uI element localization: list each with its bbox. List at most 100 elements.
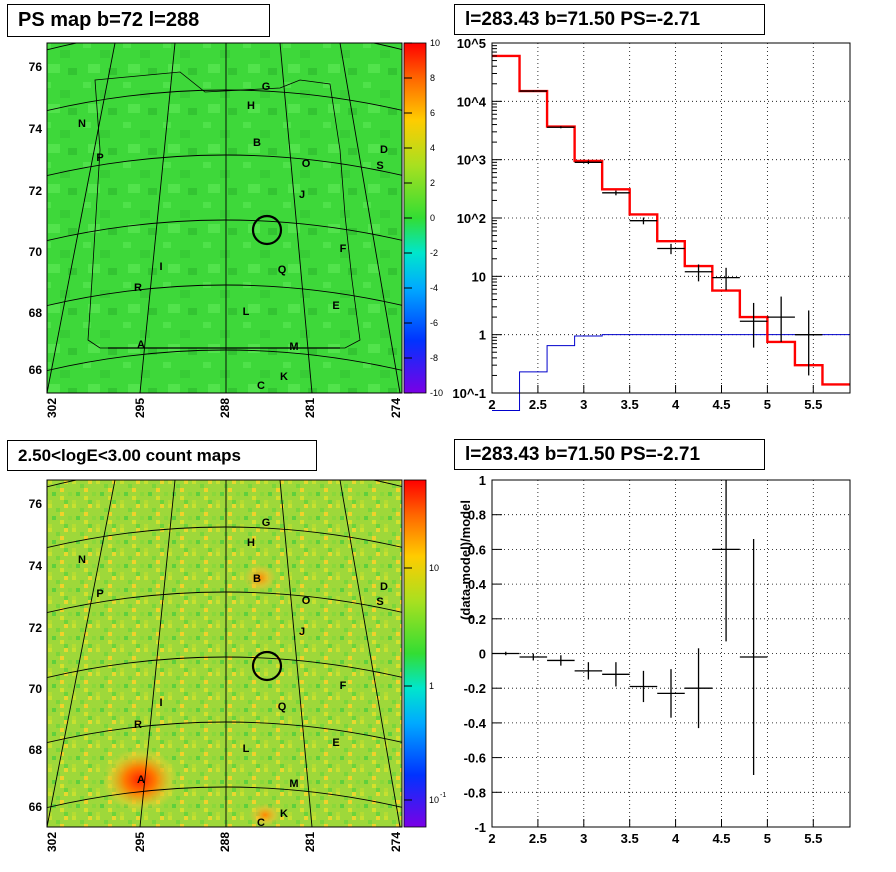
spectrum-x-tick-label: 3 (580, 397, 587, 412)
spectrum-x-tick-label: 4.5 (712, 397, 730, 412)
count-map-graticule (47, 480, 402, 827)
count-map-source-label: F (340, 680, 347, 692)
count-map-source-label: Q (278, 701, 287, 713)
spectrum-x-tick-label: 2 (488, 397, 495, 412)
residual-data-point (602, 662, 630, 687)
residual-x-tick-label: 3 (580, 831, 587, 846)
ps-map-y-tick: 68 (29, 306, 43, 320)
ps-map-colorbar-tick: 8 (430, 73, 435, 83)
count-map-panel: GH N B P D O S J F I Q R E L A M C K 76 74 72 70 68 66 30… (29, 479, 446, 852)
ps-map-survey-outline (87, 71, 361, 349)
ps-map-x-tick: 295 (133, 398, 147, 418)
ps-map-frame (46, 42, 403, 394)
count-map-colorbar-tick: 10 (429, 795, 439, 805)
residual-y-tick-label: 1 (479, 473, 486, 488)
spectrum-data-point (547, 126, 575, 129)
residual-x-tick-label: 4.5 (712, 831, 730, 846)
count-map-y-axis: 76 74 72 70 68 66 (29, 497, 43, 814)
count-map-x-tick: 288 (218, 832, 232, 852)
residual-series (492, 480, 768, 775)
spectrum-data-point (794, 310, 823, 376)
ps-map-colorbar-tick: -2 (430, 248, 438, 258)
residual-y-tick-label: 0.6 (468, 542, 486, 557)
count-map-source-label: I (159, 697, 162, 709)
spectrum-data-point (602, 190, 630, 196)
ps-map-colorbar-tick: -8 (430, 353, 438, 363)
count-map-source-label: S (376, 596, 383, 608)
count-map-source-label: J (299, 626, 305, 638)
count-map-x-tick: 295 (133, 832, 147, 852)
residual-x-tick-label: 5 (764, 831, 771, 846)
ps-map-source-label: A (137, 339, 145, 351)
ps-map-source-label: D (380, 144, 388, 156)
ps-map-source-label: J (299, 189, 305, 201)
count-map-source-label: C (257, 817, 265, 829)
ps-map-title: PS map b=72 l=288 (7, 4, 270, 37)
ps-map-x-tick: 274 (389, 398, 403, 418)
count-map-y-tick: 68 (29, 743, 43, 757)
residual-y-tick-label: 0 (479, 647, 486, 662)
count-map-source-label: H (247, 537, 255, 549)
spectrum-data-point (712, 267, 740, 291)
residual-data-point (629, 670, 658, 703)
ps-map-source-label: O (302, 158, 311, 170)
spectrum-data-point (767, 296, 795, 342)
count-map-source-label: O (302, 595, 311, 607)
count-map-target-circle (251, 650, 283, 682)
ps-map-colorbar-ticks: 10 8 6 4 2 0 -2 -4 -6 -8 -10 (404, 38, 443, 398)
count-map-y-tick: 72 (29, 621, 43, 635)
spectrum-data-point (519, 90, 548, 92)
ps-map-source-label: R (134, 282, 142, 294)
ps-map-source-label: L (243, 306, 250, 318)
ps-map-source-label: S (376, 160, 383, 172)
ps-map-y-axis: 76 74 72 70 68 66 (29, 60, 43, 377)
ps-map-source-label: N (78, 118, 86, 130)
residual-data-point (574, 662, 603, 680)
spectrum-panel: 2 2.5 3 3.5 4 4.5 5 5.5 10^-1 1 10 10^2 10^3 10^4 10^5 (452, 36, 851, 412)
count-map-source-label: D (380, 581, 388, 593)
ps-map-source-label: H (247, 100, 255, 112)
count-map-x-tick: 302 (45, 832, 59, 852)
count-map-source-label: G (262, 517, 271, 529)
residual-x-tick-label: 4 (672, 831, 680, 846)
residual-data-point (712, 480, 740, 642)
count-map-frame (46, 479, 403, 828)
spectrum-y-tick-label: 10^2 (457, 211, 486, 226)
residual-y-tick-label: -0.6 (464, 751, 486, 766)
residual-data-point (547, 655, 575, 666)
residual-y-axis-label: (data-model)/model (458, 500, 473, 620)
residual-axes: 2 2.5 3 3.5 4 4.5 5 5.5 -1 -0.8 -0.6 -0.4 -0.2 0 0.2 0.… (464, 473, 823, 846)
spectrum-background-model-step (492, 334, 850, 412)
spectrum-grid (491, 42, 850, 394)
ps-map-colorbar-tick: -6 (430, 318, 438, 328)
residual-x-tick-label: 2 (488, 831, 495, 846)
count-map-y-tick: 74 (29, 559, 43, 573)
count-map-source-label: N (78, 554, 86, 566)
residual-y-tick-label: 0.4 (468, 577, 487, 592)
count-map-x-tick: 281 (303, 832, 317, 852)
residual-y-tick-label: 0.8 (468, 508, 486, 523)
ps-map-y-tick: 70 (29, 245, 43, 259)
ps-map-source-label: P (96, 152, 103, 164)
residual-x-tick-label: 5.5 (804, 831, 822, 846)
ps-map-source-label: G (262, 81, 271, 93)
residual-y-tick-label: -0.4 (464, 716, 487, 731)
ps-map-source-label: B (253, 137, 261, 149)
ps-map-x-tick: 288 (218, 398, 232, 418)
spectrum-y-tick-label: 10^-1 (452, 386, 486, 401)
ps-map-source-labels: GH N B P O DS J F I Q R E L A M K C (78, 81, 388, 392)
count-map-colorbar-exponent: -1 (440, 792, 446, 799)
spectrum-data-point (739, 302, 768, 348)
residual-data-point (684, 648, 713, 729)
spectrum-x-tick-label: 5.5 (804, 397, 822, 412)
residual-x-tick-label: 3.5 (621, 831, 639, 846)
residual-y-tick-label: -0.8 (464, 785, 486, 800)
spectrum-title: l=283.43 b=71.50 PS=-2.71 (454, 4, 765, 35)
spectrum-x-tick-label: 5 (764, 397, 771, 412)
count-map-y-tick: 66 (29, 800, 43, 814)
ps-map-x-axis: 302 295 288 281 274 (45, 398, 403, 418)
ps-map-target-circle (251, 214, 283, 246)
spectrum-y-tick-label: 10^4 (457, 94, 487, 109)
ps-map-y-tick: 74 (29, 122, 43, 136)
